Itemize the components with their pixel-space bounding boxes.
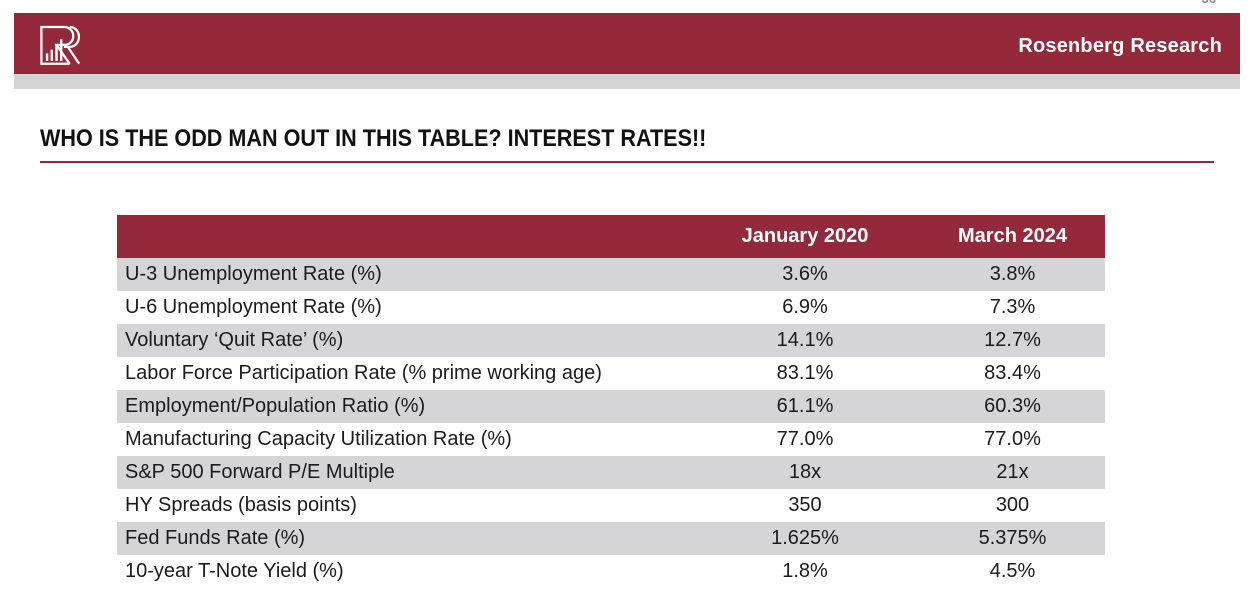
value-jan-2020: 350 [788,494,822,516]
table-row: HY Spreads (basis points) 350 300 [117,489,1105,522]
row-label: HY Spreads (basis points) [125,494,357,516]
value-jan-2020: 1.625% [771,527,839,549]
value-jan-2020: 3.6% [782,263,828,285]
table-row: Fed Funds Rate (%) 1.625% 5.375% [117,522,1105,555]
row-label: Fed Funds Rate (%) [125,527,306,549]
table-row: U-6 Unemployment Rate (%) 6.9% 7.3% [117,291,1105,324]
row-label: Labor Force Participation Rate (% prime … [125,362,602,384]
value-jan-2020: 6.9% [782,296,828,318]
row-label: Voluntary ‘Quit Rate’ (%) [125,329,344,351]
value-jan-2020: 18x [788,461,822,483]
column-header-january-2020: January 2020 [690,215,920,258]
value-mar-2024: 7.3% [989,296,1036,318]
value-mar-2024: 300 [995,494,1030,516]
row-label: 10-year T-Note Yield (%) [125,560,344,582]
rosenberg-logo-icon [40,25,81,65]
value-mar-2024: 5.375% [978,527,1047,549]
value-mar-2024: 60.3% [984,395,1041,417]
value-mar-2024: 12.7% [984,329,1041,351]
value-mar-2024: 77.0% [984,428,1041,450]
column-header-blank [117,215,690,258]
row-label: Employment/Population Ratio (%) [125,395,426,417]
table-row: S&P 500 Forward P/E Multiple 18x 21x [117,456,1105,489]
value-jan-2020: 61.1% [776,395,834,417]
column-header-march-2024: March 2024 [920,215,1105,258]
table-row: Employment/Population Ratio (%) 61.1% 60… [117,390,1105,423]
value-mar-2024: 21x [996,461,1029,483]
header-banner: Rosenberg Research [14,13,1240,74]
table-row: Voluntary ‘Quit Rate’ (%) 14.1% 12.7% [117,324,1105,357]
comparison-table: January 2020 March 2024 U-3 Unemployment… [117,215,1105,588]
row-label: S&P 500 Forward P/E Multiple [125,461,395,483]
table-header-row: January 2020 March 2024 [117,215,1105,258]
page-number: 36 [1202,0,1216,7]
title-rule [40,161,1214,163]
row-label: U-6 Unemployment Rate (%) [125,296,382,318]
table-row: U-3 Unemployment Rate (%) 3.6% 3.8% [117,258,1105,291]
value-jan-2020: 1.8% [782,560,828,582]
table-row: Labor Force Participation Rate (% prime … [117,357,1105,390]
row-label: Manufacturing Capacity Utilization Rate … [125,428,512,450]
table-row: Manufacturing Capacity Utilization Rate … [117,423,1105,456]
row-label: U-3 Unemployment Rate (%) [125,263,382,285]
value-mar-2024: 83.4% [984,362,1041,384]
value-jan-2020: 83.1% [776,362,834,384]
value-jan-2020: 14.1% [776,329,834,351]
banner-underline-strip [14,74,1240,89]
page-title: WHO IS THE ODD MAN OUT IN THIS TABLE? IN… [40,125,707,152]
value-mar-2024: 4.5% [989,560,1036,582]
table-row: 10-year T-Note Yield (%) 1.8% 4.5% [117,555,1105,588]
value-mar-2024: 3.8% [989,263,1036,285]
value-jan-2020: 77.0% [776,428,834,450]
brand-name: Rosenberg Research [1018,35,1222,57]
